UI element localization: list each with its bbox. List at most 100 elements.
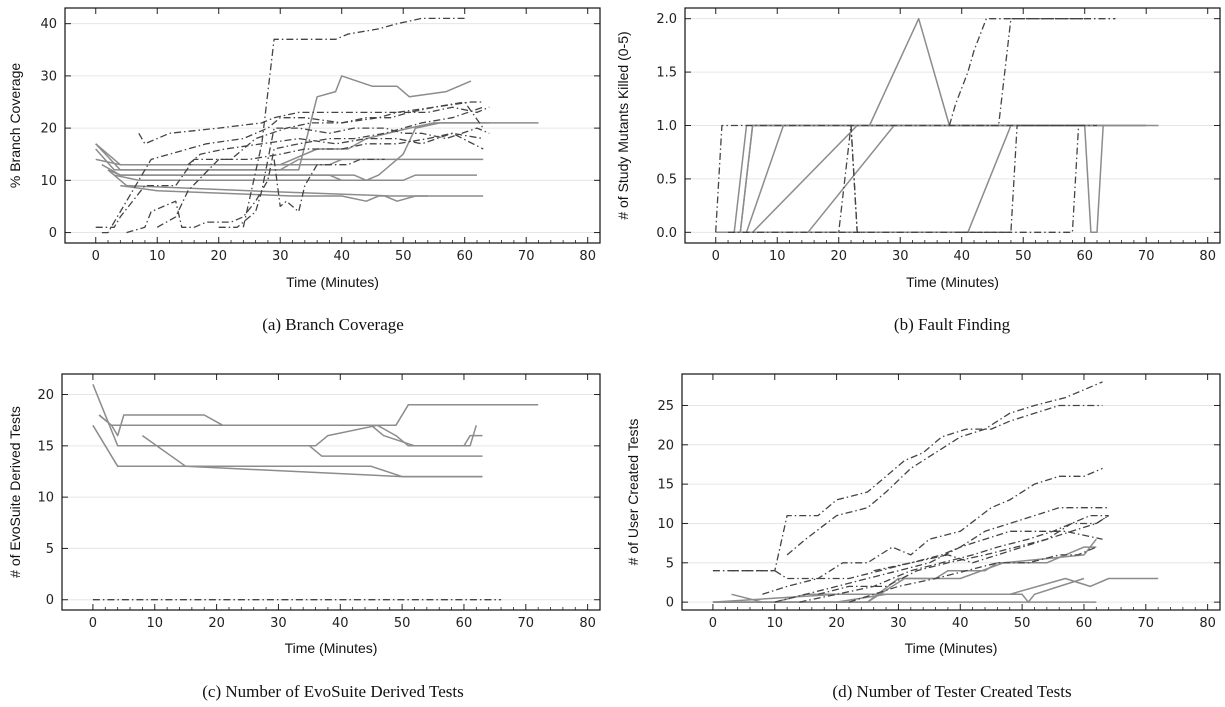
- x-tick-label: 80: [1199, 616, 1216, 631]
- y-tick-label: 10: [657, 517, 674, 532]
- x-tick-label: 0: [709, 616, 717, 631]
- x-tick-label: 0: [89, 616, 97, 631]
- ylabel: # of EvoSuite Derived Tests: [7, 406, 23, 578]
- x-tick-label: 50: [395, 249, 412, 264]
- series-line: [817, 515, 1110, 595]
- y-tick-label: 1.0: [656, 119, 677, 134]
- y-tick-label: 5: [46, 542, 54, 557]
- x-tick-label: 20: [830, 249, 847, 264]
- y-tick-label: 5: [666, 556, 674, 571]
- xlabel: Time (Minutes): [286, 274, 379, 290]
- y-tick-label: 0.0: [656, 226, 677, 241]
- x-tick-label: 60: [1076, 616, 1093, 631]
- xlabel: Time (Minutes): [906, 274, 999, 290]
- x-tick-label: 70: [518, 616, 535, 631]
- y-tick-label: 0.5: [656, 172, 677, 187]
- series-line: [107, 169, 484, 197]
- series-line: [731, 467, 1103, 580]
- y-tick-label: 40: [40, 17, 57, 32]
- plot-frame: [684, 7, 1221, 244]
- series-line: [762, 507, 1109, 595]
- x-tick-label: 80: [579, 616, 596, 631]
- caption: (a) Branch Coverage: [262, 315, 404, 334]
- ylabel: # of User Created Tests: [625, 419, 641, 566]
- y-tick-label: 0: [49, 226, 57, 241]
- x-tick-label: 40: [953, 249, 970, 264]
- series-line: [774, 530, 1103, 603]
- panel-tester-created-tests: # of User Created Tests Time (Minutes) (…: [625, 373, 1221, 701]
- series-line: [712, 546, 1097, 603]
- y-tick-label: 20: [40, 122, 57, 137]
- x-tick-label: 30: [890, 616, 907, 631]
- series-line: [961, 18, 1116, 127]
- y-tick-label: 0: [46, 593, 54, 608]
- x-tick-label: 20: [828, 616, 845, 631]
- series-line: [95, 101, 484, 228]
- panel-fault-finding: # of Study Mutants Killed (0-5) Time (Mi…: [615, 7, 1221, 334]
- series-line: [101, 122, 490, 182]
- x-tick-label: 80: [579, 249, 596, 264]
- series-line: [120, 184, 428, 202]
- series-line: [745, 124, 1104, 234]
- series-line: [107, 169, 367, 181]
- x-tick-label: 30: [272, 249, 289, 264]
- series-line: [95, 148, 484, 171]
- x-tick-label: 70: [1138, 616, 1155, 631]
- y-tick-label: 20: [37, 388, 54, 403]
- series-line: [273, 158, 385, 213]
- x-tick-label: 40: [333, 249, 350, 264]
- xlabel: Time (Minutes): [905, 640, 998, 656]
- panel-evosuite-derived-tests: # of EvoSuite Derived Tests Time (Minute…: [7, 373, 601, 701]
- ylabel: % Branch Coverage: [7, 63, 23, 189]
- x-tick-label: 20: [208, 616, 225, 631]
- caption: (d) Number of Tester Created Tests: [832, 682, 1071, 701]
- y-tick-label: 1.5: [656, 66, 677, 81]
- series-line: [98, 414, 478, 447]
- x-tick-label: 40: [952, 616, 969, 631]
- x-tick-label: 80: [1199, 249, 1216, 264]
- x-tick-label: 10: [766, 616, 783, 631]
- x-tick-label: 60: [456, 249, 473, 264]
- series-line: [95, 158, 342, 166]
- y-tick-label: 25: [657, 399, 674, 414]
- x-tick-label: 10: [146, 616, 163, 631]
- series-line: [156, 132, 484, 228]
- x-tick-label: 40: [332, 616, 349, 631]
- series-line: [92, 424, 483, 478]
- caption: (c) Number of EvoSuite Derived Tests: [202, 682, 463, 701]
- series-line: [873, 515, 1110, 572]
- plot-frame: [681, 373, 1221, 611]
- series-line: [218, 127, 490, 228]
- x-tick-label: 50: [394, 616, 411, 631]
- series-line: [101, 101, 484, 234]
- series-line: [948, 18, 1085, 126]
- series-line: [712, 404, 1103, 572]
- series-line: [123, 445, 483, 457]
- x-tick-label: 60: [456, 616, 473, 631]
- x-tick-label: 20: [210, 249, 227, 264]
- y-tick-label: 15: [37, 439, 54, 454]
- y-tick-label: 0: [666, 596, 674, 611]
- y-tick-label: 30: [40, 69, 57, 84]
- y-tick-label: 15: [657, 478, 674, 493]
- caption: (b) Fault Finding: [894, 315, 1011, 334]
- series-line: [731, 593, 763, 603]
- series-line: [242, 17, 465, 228]
- series-line: [850, 125, 858, 233]
- x-tick-label: 30: [892, 249, 909, 264]
- y-tick-label: 20: [657, 438, 674, 453]
- series-line: [187, 132, 484, 166]
- y-tick-label: 2.0: [656, 12, 677, 27]
- x-tick-label: 30: [270, 616, 287, 631]
- series-line: [98, 414, 483, 447]
- series-line: [799, 514, 1109, 603]
- series-line: [712, 577, 1159, 603]
- x-tick-label: 60: [1076, 249, 1093, 264]
- x-tick-label: 0: [712, 249, 720, 264]
- x-tick-label: 70: [518, 249, 535, 264]
- series-line: [786, 381, 1103, 556]
- x-tick-label: 70: [1138, 249, 1155, 264]
- panel-branch-coverage: % Branch Coverage Time (Minutes) (a) Bra…: [7, 7, 601, 334]
- x-tick-label: 0: [92, 249, 100, 264]
